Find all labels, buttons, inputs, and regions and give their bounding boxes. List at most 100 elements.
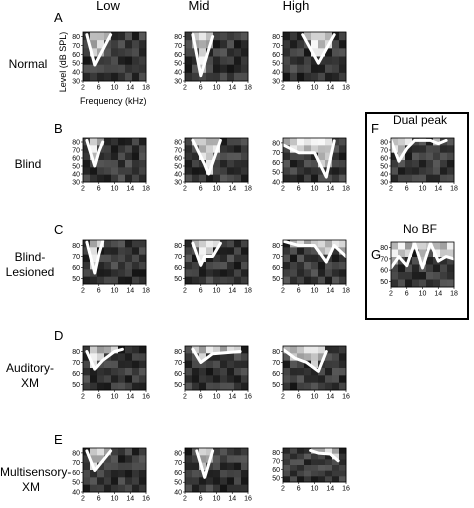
heatmap-e-low: 80 70 60 50 402 6 10 14 16 [72, 447, 150, 503]
heatmap-cell [83, 269, 91, 278]
heatmap-cell [192, 276, 200, 285]
heatmap-cell [283, 262, 291, 270]
x-tick-label: 6 [297, 288, 301, 295]
heatmap-a-low: 80 70 60 50 40 302 6 10 14 18 [72, 31, 150, 92]
heatmap-cell [440, 279, 448, 288]
heatmap-cell [297, 247, 305, 256]
x-tick-label: 16 [342, 394, 350, 401]
heatmap-cell [332, 152, 340, 161]
heatmap-cell [83, 160, 91, 168]
heatmap-cell [220, 455, 228, 464]
heatmap-cell [325, 240, 333, 248]
heatmap-cell [132, 368, 140, 376]
heatmap-cell [125, 174, 133, 183]
heatmap-cell [304, 382, 312, 391]
heatmap-cell [297, 48, 305, 57]
heatmap-cell [325, 269, 333, 278]
heatmap-cell [311, 470, 319, 477]
heatmap-c-high: 80 70 60 502 6 10 14 18 [272, 239, 350, 295]
heatmap-cell [311, 360, 319, 369]
y-tick-label: 50 [272, 475, 280, 482]
heatmap-cell [220, 353, 228, 362]
heatmap-cell [199, 360, 207, 369]
row-label-line: Multisensory- [0, 465, 72, 479]
heatmap-cell [83, 145, 91, 154]
heatmap-cell [111, 462, 119, 471]
heatmap-cell [90, 484, 98, 493]
heatmap-cell [405, 272, 413, 280]
heatmap-cell [97, 160, 105, 168]
heatmap-cell [241, 262, 249, 270]
y-tick-label: 70 [174, 460, 182, 467]
heatmap-cell [83, 247, 91, 256]
heatmap-cell [118, 382, 126, 391]
y-tick-label: 40 [380, 172, 388, 179]
heatmap-cell [206, 477, 214, 486]
heatmap-cell [241, 160, 249, 168]
heatmap-cell [185, 477, 193, 486]
heatmap-cell [283, 56, 291, 66]
heatmap-cell [83, 462, 91, 471]
heatmap-cell [332, 360, 340, 369]
heatmap-c-mid: 80 70 60 502 6 10 14 18 [174, 239, 252, 295]
heatmap-cell [118, 32, 126, 41]
heatmap-cell [311, 174, 319, 183]
heatmap-cell [339, 48, 347, 57]
heatmap-c-low: 80 70 60 502 6 10 14 18 [72, 239, 150, 295]
heatmap-cell [118, 152, 126, 161]
heatmap-cell [97, 448, 105, 456]
heatmap-cell [125, 346, 133, 354]
x-tick-label: 2 [81, 85, 85, 92]
y-tick-label: 70 [272, 360, 280, 367]
heatmap-cell [185, 346, 193, 354]
heatmap-cell [241, 269, 249, 278]
heatmap-cell [206, 360, 214, 369]
heatmap-cell [192, 262, 200, 270]
heatmap-cell [440, 249, 448, 258]
row-label-blind: Blind [0, 157, 56, 172]
y-tick-label: 60 [380, 156, 388, 163]
panel-title-dual-peak: Dual peak [392, 113, 448, 127]
x-tick-label: 10 [111, 496, 119, 503]
heatmap-cell [220, 448, 228, 456]
heatmap-cell [104, 477, 112, 486]
heatmap-cell [426, 257, 434, 265]
heatmap-cell [297, 160, 305, 168]
heatmap-cell [90, 138, 98, 146]
heatmap-cell [97, 254, 105, 263]
heatmap-cell [241, 276, 249, 285]
heatmap-cell [132, 254, 140, 263]
heatmap-cell [433, 249, 441, 258]
heatmap-cell [118, 48, 126, 57]
heatmap-cell [104, 368, 112, 376]
heatmap-cell [339, 240, 347, 248]
heatmap-cell [125, 353, 133, 362]
heatmap-cell [290, 152, 298, 161]
heatmap-cell [90, 72, 98, 82]
heatmap-cell [318, 459, 326, 466]
x-tick-label: 6 [405, 291, 409, 298]
x-tick-label: 16 [244, 496, 252, 503]
heatmap-cell [339, 167, 347, 176]
heatmap-cell [185, 145, 193, 154]
heatmap-cell [185, 455, 193, 464]
heatmap-cell [339, 346, 347, 354]
heatmap-cell [234, 368, 242, 376]
heatmap-cell [426, 152, 434, 161]
heatmap-cell [118, 269, 126, 278]
heatmap-cell [118, 138, 126, 146]
heatmap-cell [132, 477, 140, 486]
y-tick-label: 50 [72, 276, 80, 283]
heatmap-cell [241, 32, 249, 41]
heatmap-cell [118, 276, 126, 285]
row-label-line: Auditory- [5, 361, 55, 375]
x-tick-label: 10 [111, 85, 119, 92]
y-tick-label: 30 [174, 180, 182, 187]
heatmap-cell [241, 174, 249, 183]
heatmap-cell [297, 476, 305, 483]
heatmap-cell [139, 174, 147, 183]
y-tick-label: 50 [272, 382, 280, 389]
heatmap-cell [332, 40, 340, 49]
heatmap-cells [283, 138, 347, 183]
